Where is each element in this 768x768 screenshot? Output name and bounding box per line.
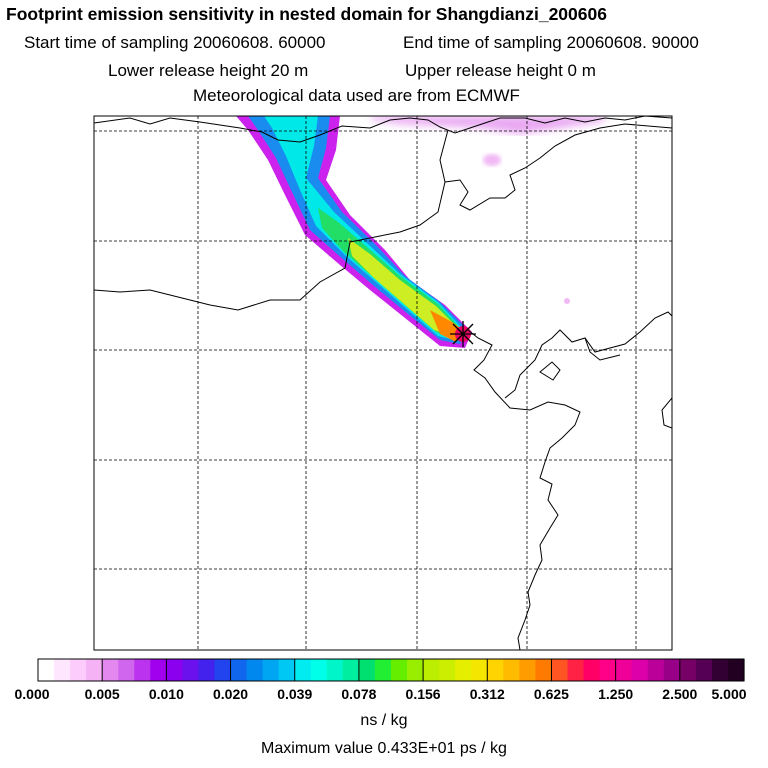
colorbar-tick-label: 5.000 (711, 686, 747, 702)
receptor-marker (450, 321, 476, 347)
colorbar-tick-label: 0.156 (405, 686, 441, 702)
colorbar-tick-label: 0.005 (84, 686, 120, 702)
colorbar-cell (326, 659, 344, 681)
coastline (661, 397, 672, 429)
coastline (584, 337, 621, 361)
colorbar-cell (503, 659, 520, 681)
upper-release-height-label: Upper release height 0 m (405, 61, 596, 80)
colorbar-cell (86, 659, 103, 681)
plume-top-band (370, 116, 610, 134)
coastline (444, 123, 672, 211)
colorbar-cell (358, 659, 376, 681)
colorbar-cell (711, 659, 729, 681)
colorbar-cell (519, 659, 537, 681)
graticule (94, 116, 672, 650)
colorbar-cell (38, 659, 55, 681)
colorbar-cell (54, 659, 71, 681)
colorbar-cell (310, 659, 328, 681)
colorbar-cell (679, 659, 697, 681)
plume-cyan-band (264, 116, 462, 340)
colorbar-cell (423, 659, 440, 681)
colorbar-cell (278, 659, 296, 681)
colorbar-cell (342, 659, 360, 681)
colorbar-tick-label: 0.078 (341, 686, 377, 702)
colorbar-cell (663, 659, 681, 681)
colorbar-cell (166, 659, 184, 681)
colorbar-tick-label: 2.500 (662, 686, 698, 702)
colorbar-tick-label: 0.312 (469, 686, 505, 702)
colorbar-cell (631, 659, 649, 681)
colorbar-tick-label: 0.000 (14, 686, 50, 702)
colorbar-cell (102, 659, 119, 681)
colorbar-cell (182, 659, 200, 681)
plot-title: Footprint emission sensitivity in nested… (6, 4, 607, 24)
colorbar-cell (262, 659, 280, 681)
colorbar-cell (407, 659, 424, 681)
map-frame (93, 115, 673, 651)
coastline (467, 329, 581, 650)
maximum-value-label: Maximum value 0.433E+01 ps / kg (261, 740, 507, 757)
colorbar-cell (70, 659, 87, 681)
colorbar-tick-label: 0.010 (148, 686, 184, 702)
colorbar-cell (230, 659, 248, 681)
colorbar-cell (391, 659, 408, 681)
colorbar-cell (583, 659, 601, 681)
colorbar-frame (37, 658, 745, 682)
colorbar-cell (535, 659, 553, 681)
colorbar-cell (599, 659, 617, 681)
colorbar-tick-label: 1.250 (598, 686, 634, 702)
colorbar-cell (551, 659, 569, 681)
colorbar-cell (727, 659, 745, 681)
colorbar-tick-label: 0.039 (277, 686, 313, 702)
colorbar-cell (647, 659, 665, 681)
emission-sensitivity-plume (236, 116, 610, 348)
colorbar-cell (374, 659, 392, 681)
coastline (94, 129, 449, 311)
colorbar-tick-label: 0.020 (213, 686, 249, 702)
colorbar-cell (246, 659, 264, 681)
colorbar-tick-label: 0.625 (533, 686, 569, 702)
colorbar-cell (615, 659, 633, 681)
colorbar-cell (695, 659, 713, 681)
start-time-label: Start time of sampling 20060608. 60000 (24, 33, 326, 52)
colorbar-cell (455, 659, 472, 681)
colorbar-cell (134, 659, 151, 681)
colorbar-cell (439, 659, 456, 681)
lower-release-height-label: Lower release height 20 m (108, 61, 309, 80)
colorbar (37, 658, 745, 682)
colorbar-cell (214, 659, 232, 681)
colorbar-cell (198, 659, 216, 681)
colorbar-units: ns / kg (360, 712, 408, 729)
colorbar-cell (471, 659, 488, 681)
plume-spot (564, 298, 570, 304)
coastline (539, 361, 561, 381)
colorbar-cell (150, 659, 167, 681)
plume-yellow-band (348, 238, 456, 336)
colorbar-cell (567, 659, 585, 681)
end-time-label: End time of sampling 20060608. 90000 (403, 33, 699, 52)
colorbar-cell (294, 659, 312, 681)
coastlines (94, 116, 672, 650)
plume-spot (483, 154, 501, 166)
coastline (504, 311, 672, 399)
meteorological-data-label: Meteorological data used are from ECMWF (193, 86, 520, 105)
coastline (94, 116, 672, 143)
colorbar-cell (118, 659, 135, 681)
colorbar-cell (487, 659, 504, 681)
